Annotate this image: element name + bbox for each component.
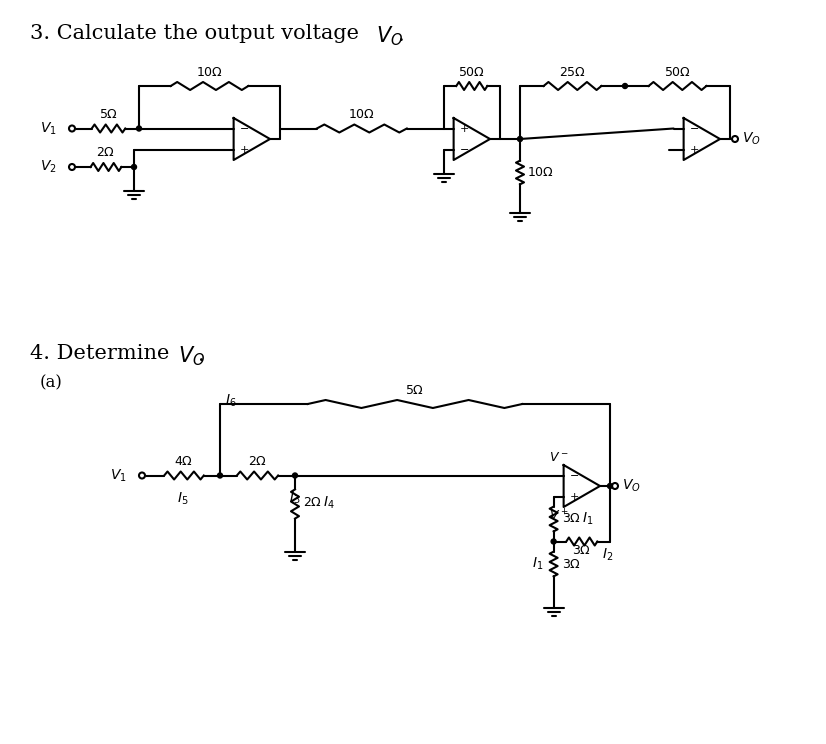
Text: .: . xyxy=(198,346,205,365)
Circle shape xyxy=(518,136,523,141)
Text: $V_O$: $V_O$ xyxy=(178,344,205,368)
Circle shape xyxy=(131,164,136,170)
Text: $2\Omega$: $2\Omega$ xyxy=(248,455,267,467)
Text: $5\Omega$: $5\Omega$ xyxy=(99,107,118,121)
Text: +: + xyxy=(690,144,699,155)
Text: $V_O$: $V_O$ xyxy=(622,478,641,494)
Text: $V^+$: $V^+$ xyxy=(549,508,568,524)
Text: $I_2$: $I_2$ xyxy=(602,547,613,563)
Text: $V^-$: $V^-$ xyxy=(549,451,568,464)
Text: $I_1$: $I_1$ xyxy=(582,511,593,527)
Circle shape xyxy=(139,472,145,478)
Circle shape xyxy=(217,473,222,478)
Text: $I_6$: $I_6$ xyxy=(225,393,236,409)
Text: −: − xyxy=(570,470,579,481)
Text: $V_O$: $V_O$ xyxy=(376,24,403,48)
Text: $I_4$: $I_4$ xyxy=(323,495,335,511)
Circle shape xyxy=(136,126,141,131)
Text: −: − xyxy=(690,124,699,133)
Text: +: + xyxy=(570,492,579,501)
Circle shape xyxy=(551,539,556,544)
Text: $10\Omega$: $10\Omega$ xyxy=(527,166,554,179)
Text: −: − xyxy=(459,144,469,155)
Circle shape xyxy=(612,483,618,489)
Circle shape xyxy=(292,473,297,478)
Text: 4. Determine: 4. Determine xyxy=(30,344,176,363)
Text: $V_1$: $V_1$ xyxy=(110,467,127,484)
Text: $25\Omega$: $25\Omega$ xyxy=(559,66,586,79)
Circle shape xyxy=(623,83,628,89)
Text: $2\Omega$: $2\Omega$ xyxy=(303,496,322,510)
Text: $3\Omega$: $3\Omega$ xyxy=(562,557,581,571)
Text: $I_3$: $I_3$ xyxy=(289,490,301,506)
Circle shape xyxy=(69,164,75,170)
Text: $3\Omega$: $3\Omega$ xyxy=(562,513,581,525)
Text: $10\Omega$: $10\Omega$ xyxy=(349,107,375,121)
Text: $50\Omega$: $50\Omega$ xyxy=(458,66,486,79)
Text: +: + xyxy=(240,144,249,155)
Text: +: + xyxy=(459,124,469,133)
Text: −: − xyxy=(240,124,249,133)
Text: $3\Omega$: $3\Omega$ xyxy=(572,544,591,557)
Text: 3. Calculate the output voltage: 3. Calculate the output voltage xyxy=(30,24,366,43)
Text: $50\Omega$: $50\Omega$ xyxy=(664,66,691,79)
Circle shape xyxy=(69,126,75,132)
Text: (a): (a) xyxy=(40,374,63,391)
Text: $2\Omega$: $2\Omega$ xyxy=(97,146,116,159)
Text: $4\Omega$: $4\Omega$ xyxy=(174,455,193,467)
Text: $I_5$: $I_5$ xyxy=(177,490,188,507)
Text: $V_1$: $V_1$ xyxy=(40,121,57,137)
Text: $V_2$: $V_2$ xyxy=(40,158,57,175)
Text: $10\Omega$: $10\Omega$ xyxy=(196,66,223,79)
Text: $I_1$: $I_1$ xyxy=(532,556,543,572)
Text: $5\Omega$: $5\Omega$ xyxy=(406,384,425,397)
Circle shape xyxy=(732,136,738,142)
Circle shape xyxy=(607,484,613,489)
Text: .: . xyxy=(398,26,405,45)
Text: $V_O$: $V_O$ xyxy=(742,131,761,147)
